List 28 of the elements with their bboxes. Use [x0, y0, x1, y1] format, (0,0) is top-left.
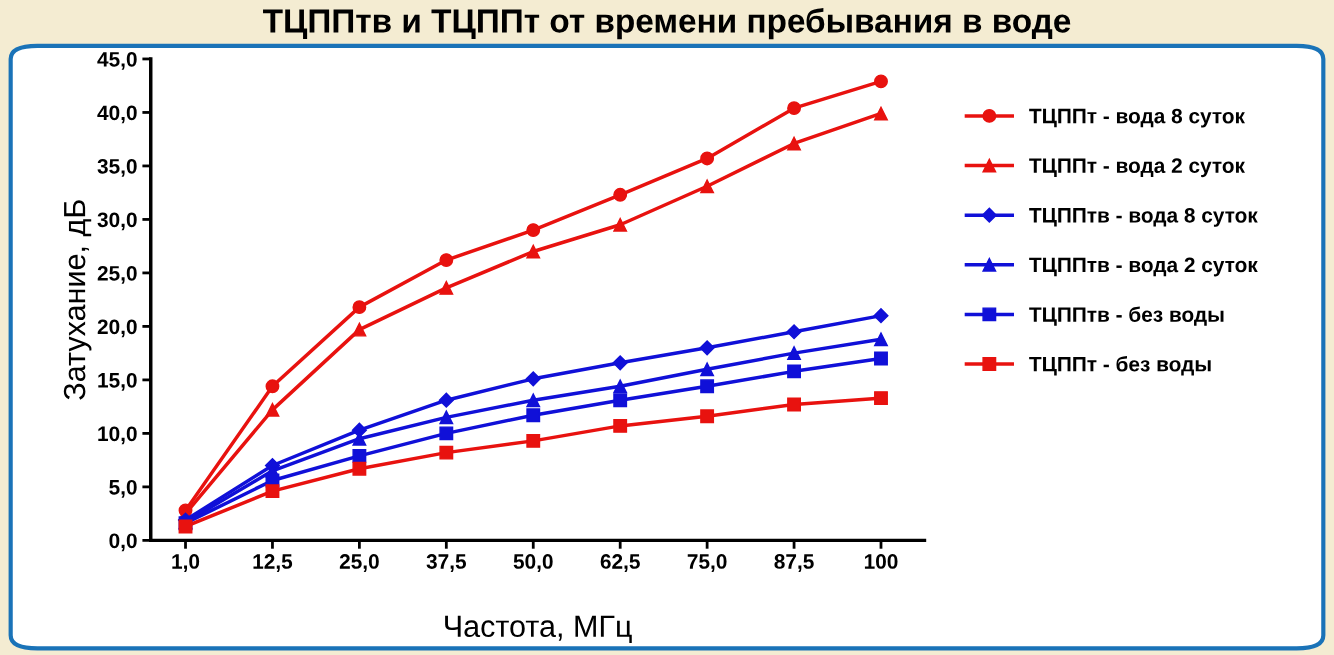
y-tick-label: 40,0	[97, 105, 137, 124]
legend-label: ТЦППтв - без воды	[1029, 306, 1224, 326]
y-tick-label: 30,0	[97, 212, 137, 231]
y-tick-label: 25,0	[97, 265, 137, 284]
x-tick-label: 62,5	[600, 554, 640, 572]
x-tick-label: 87,5	[774, 554, 814, 572]
legend-label: ТЦППт - вода 8 суток	[1029, 108, 1245, 128]
y-tick-label: 45,0	[97, 51, 137, 70]
x-axis-title: Частота, МГц	[445, 615, 632, 643]
legend-label: ТЦППт - вода 2 суток	[1029, 158, 1245, 178]
y-tick-label: 10,0	[98, 426, 137, 445]
y-axis-title: Затухание, дБ	[63, 200, 92, 400]
x-tick-label: 75,0	[687, 554, 727, 572]
x-tick-label: 12,5	[253, 554, 293, 572]
y-tick-label: 5,0	[109, 479, 137, 498]
legend-label: ТЦППтв - вода 8 суток	[1029, 207, 1258, 227]
x-tick-label: 100	[864, 554, 898, 569]
x-tick-label: 50,0	[513, 554, 553, 572]
x-tick-label: 37,5	[426, 554, 467, 572]
chart-title: ТЦППтв и ТЦППт от времени пребывания в воде	[263, 7, 1071, 40]
x-tick-label: 25,0	[339, 554, 379, 572]
y-tick-label: 0,0	[109, 533, 137, 552]
y-tick-label: 15,0	[98, 372, 137, 391]
y-tick-label: 20,0	[97, 319, 137, 338]
x-tick-label: 1,0	[172, 554, 200, 572]
legend-label: ТЦППт - без воды	[1029, 356, 1211, 376]
legend-label: ТЦППтв - вода 2 суток	[1029, 257, 1258, 277]
y-tick-label: 35,0	[97, 158, 137, 177]
